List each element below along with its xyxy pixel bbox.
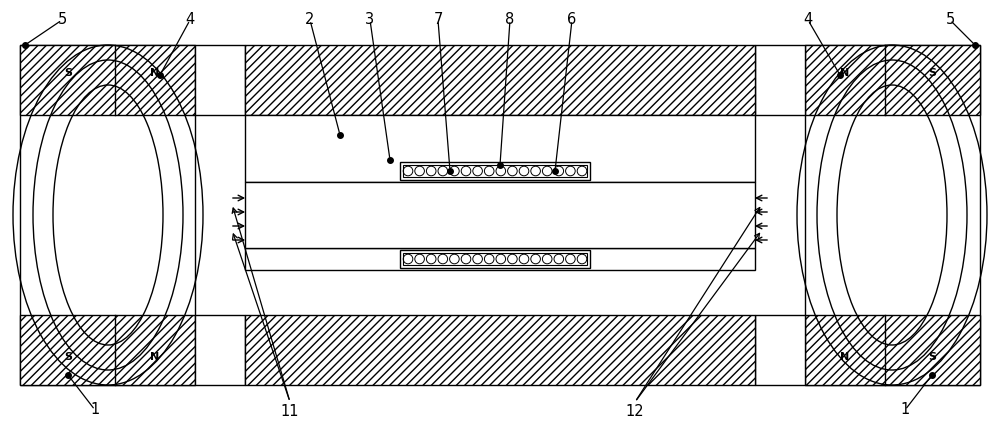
Bar (245, 45, 755, 115)
Bar (195, 45, 245, 115)
Text: N: N (150, 68, 160, 78)
Text: 7: 7 (433, 12, 443, 28)
Text: 1: 1 (900, 402, 910, 418)
Text: 5: 5 (57, 12, 67, 28)
Bar (245, 182, 755, 248)
Bar (245, 315, 755, 385)
Bar (195, 315, 245, 385)
Text: S: S (928, 68, 936, 78)
Bar (400, 250, 590, 268)
Text: 12: 12 (626, 405, 644, 420)
Text: N: N (150, 352, 160, 362)
Text: 6: 6 (567, 12, 577, 28)
Text: N: N (840, 352, 850, 362)
Bar (805, 315, 980, 385)
Text: 11: 11 (281, 405, 299, 420)
Bar (805, 45, 980, 115)
Bar (403, 165, 587, 177)
Bar (245, 115, 755, 182)
Bar (20, 45, 195, 385)
Text: 4: 4 (803, 12, 813, 28)
Text: S: S (64, 68, 72, 78)
Text: S: S (64, 352, 72, 362)
Text: 4: 4 (185, 12, 195, 28)
Bar (403, 253, 587, 265)
Bar (400, 162, 590, 180)
Bar (245, 248, 755, 270)
Text: N: N (840, 68, 850, 78)
Text: 2: 2 (305, 12, 315, 28)
Bar (755, 315, 805, 385)
Bar (755, 45, 805, 115)
Text: 5: 5 (945, 12, 955, 28)
Bar (20, 315, 195, 385)
Text: 1: 1 (90, 402, 100, 418)
Text: 8: 8 (505, 12, 515, 28)
Bar (20, 45, 195, 115)
Text: S: S (928, 352, 936, 362)
Text: 3: 3 (365, 12, 375, 28)
Bar (805, 45, 980, 385)
